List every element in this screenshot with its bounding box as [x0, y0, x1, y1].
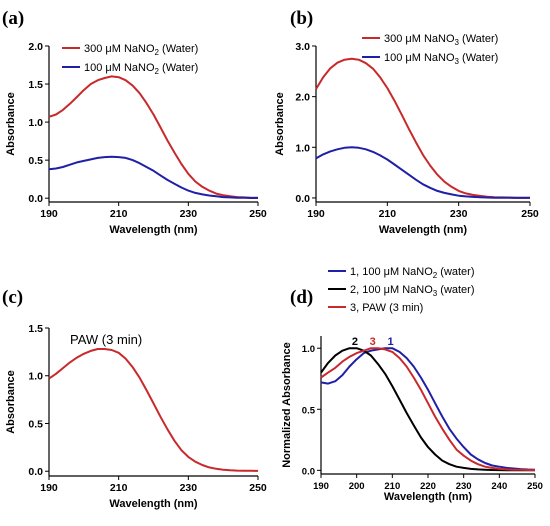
x-tick-label: 190: [40, 208, 58, 220]
series-line-a-2: [48, 155, 258, 199]
panel-c: (c) 190 210 230 250 0.0 0.5 1.0 1.5 Wavelength (n…: [2, 287, 267, 510]
y-axis-title: Absorbance: [5, 370, 17, 434]
legend-label: 3, PAW (3 min): [350, 302, 423, 314]
x-tick-label: 230: [456, 481, 472, 492]
x-tick-label: 210: [110, 482, 128, 494]
y-tick-label: 0.5: [28, 155, 43, 167]
legend-label: 300 μM NaNO3 (Water): [384, 33, 498, 47]
y-tick-label: 1.0: [28, 371, 43, 383]
panel-d: (d) 190 200 210 220 230 240 250 0.0 0.5 1.0 Wavelen…: [281, 266, 543, 503]
series-line-d-1: [320, 347, 536, 471]
x-tick-label: 250: [521, 208, 539, 220]
peak-label-3: 3: [370, 336, 376, 348]
series-line-d-2: [320, 347, 535, 472]
x-tick-label: 200: [349, 481, 365, 492]
panel-b: (b) 190 210 230 250 0.0 1.0 2.0 3.0 Wavelength (n…: [274, 8, 539, 236]
y-axis-title: Absorbance: [274, 92, 286, 156]
y-tick-label: 1.0: [295, 142, 310, 154]
x-tick-label: 230: [180, 208, 198, 220]
x-tick-label: 210: [384, 481, 400, 492]
panel-a: (a) 190 210 230 250 0.0 0.5 1.0 1.5 2.0 Wavelength…: [2, 8, 267, 236]
y-tick-label: 1.5: [28, 323, 43, 335]
series-line-c-1: [48, 348, 259, 472]
x-axis-title: Wavelength (nm): [109, 224, 198, 236]
x-tick-label: 220: [420, 481, 436, 492]
y-tick-label: 3.0: [295, 41, 310, 53]
legend-label: 2, 100 μM NaNO3 (water): [350, 284, 475, 298]
x-tick-label: 190: [313, 481, 329, 492]
y-tick-label: 1.0: [28, 117, 43, 129]
x-tick-label: 190: [307, 208, 325, 220]
peak-label-1: 1: [387, 336, 393, 348]
legend-label: 100 μM NaNO3 (Water): [384, 52, 498, 66]
y-tick-label: 2.0: [295, 92, 310, 104]
x-tick-label: 230: [180, 482, 198, 494]
peak-label-2: 2: [352, 336, 358, 348]
x-tick-label: 230: [450, 208, 468, 220]
series-line-b-2: [315, 146, 530, 199]
y-axis-title: Absorbance: [5, 92, 17, 156]
y-tick-label: 0.0: [302, 466, 315, 477]
x-tick-label: 240: [491, 481, 507, 492]
series-line-b-1: [315, 57, 531, 199]
panel-a-label: (a): [2, 8, 24, 29]
legend-label: 300 μM NaNO2 (Water): [84, 43, 198, 57]
x-axis-title: Wavelength (nm): [379, 224, 468, 236]
y-tick-label: 1.0: [302, 344, 315, 355]
x-tick-label: 250: [249, 208, 267, 220]
panel-b-label: (b): [290, 8, 313, 29]
y-axis-title: Normalized Absorbance: [281, 342, 293, 468]
legend-label: 1, 100 μM NaNO2 (water): [350, 266, 475, 280]
y-tick-label: 2.0: [28, 41, 43, 53]
panel-d-label: (d): [290, 287, 313, 308]
y-tick-label: 1.5: [28, 79, 43, 91]
x-axis-title: Wavelength (nm): [109, 498, 198, 510]
x-tick-label: 190: [40, 482, 58, 494]
y-tick-label: 0.5: [28, 418, 43, 430]
x-tick-label: 210: [110, 208, 128, 220]
panel-c-label: (c): [2, 287, 23, 308]
y-tick-label: 0.0: [28, 193, 43, 205]
x-tick-label: 210: [379, 208, 397, 220]
y-tick-label: 0.0: [295, 193, 310, 205]
y-tick-label: 0.0: [28, 466, 43, 478]
annotation-paw: PAW (3 min): [70, 332, 142, 347]
legend-label: 100 μM NaNO2 (Water): [84, 62, 198, 76]
series-line-a-1: [48, 75, 259, 199]
x-tick-label: 250: [527, 481, 543, 492]
y-tick-label: 0.5: [302, 405, 316, 416]
series-line-d-3: [320, 347, 536, 472]
x-tick-label: 250: [249, 482, 267, 494]
x-axis-title: Wavelength (nm): [384, 491, 473, 503]
